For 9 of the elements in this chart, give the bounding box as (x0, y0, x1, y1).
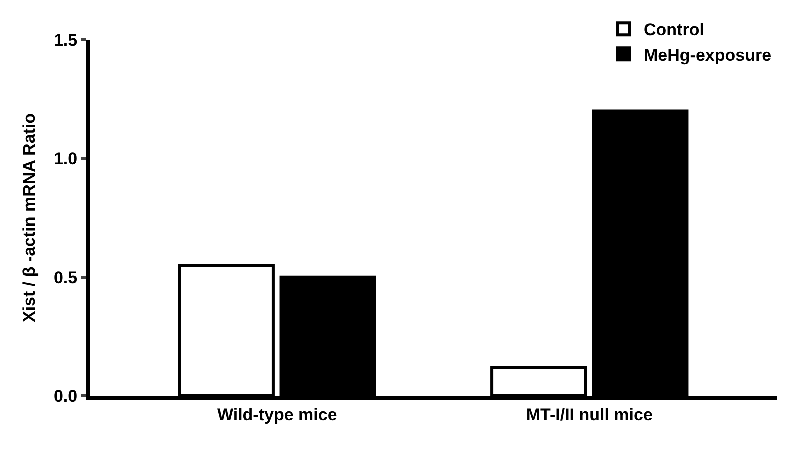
y-tick-label: 0.0 (54, 386, 78, 406)
y-tick-label: 0.5 (54, 268, 78, 288)
y-tick-label: 1.5 (54, 30, 78, 50)
y-axis-title: Xist / β -actin mRNA Ratio (20, 113, 40, 323)
x-tick-label: Wild-type mice (217, 405, 338, 424)
y-tick-label: 1.0 (54, 150, 78, 169)
legend-label: Control (644, 20, 704, 40)
legend-label: MeHg-exposure (644, 46, 772, 65)
x-tick-label: MT-I/II null mice (526, 405, 653, 424)
